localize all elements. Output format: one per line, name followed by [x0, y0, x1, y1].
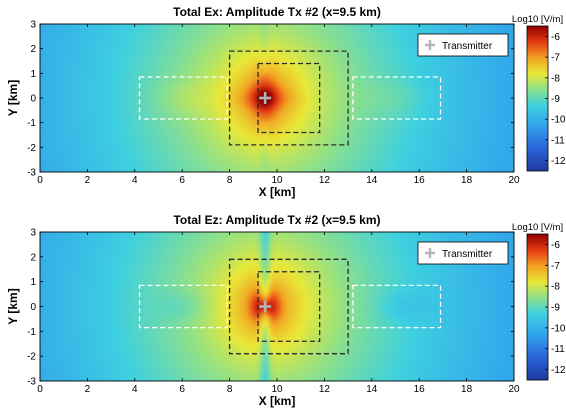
x-axis-label: X [km] — [259, 185, 296, 199]
y-axis-label: Y [km] — [6, 80, 20, 116]
chart-panel-2: Total Ez: Amplitude Tx #2 (x=9.5 km) Tran… — [6, 213, 566, 408]
y-tick-label: -2 — [27, 143, 36, 154]
survey-box-inner — [257, 271, 321, 342]
x-tick-label: 2 — [85, 384, 91, 395]
x-axis-label: X [km] — [259, 394, 296, 408]
colorbar-tick-label: -9 — [551, 303, 560, 314]
x-tick-label: 12 — [319, 384, 331, 395]
x-tick-label: 8 — [227, 175, 233, 186]
survey-box-left — [138, 76, 228, 120]
x-tick-label: 16 — [414, 384, 426, 395]
colorbar-tick-label: -8 — [551, 73, 560, 84]
legend: Transmitter — [417, 33, 509, 57]
legend: Transmitter — [417, 241, 509, 265]
x-tick-label: 10 — [271, 384, 283, 395]
legend-label: Transmitter — [442, 41, 493, 52]
y-tick-label: 0 — [30, 302, 36, 313]
x-tick-label: 14 — [366, 384, 378, 395]
colorbar-tick-label: -11 — [551, 135, 565, 146]
colorbar-tick-label: -11 — [551, 344, 565, 355]
x-tick-label: 4 — [132, 384, 138, 395]
x-tick-label: 8 — [227, 384, 233, 395]
colorbar — [526, 25, 549, 172]
survey-box-left — [138, 284, 228, 329]
y-tick-label: 2 — [30, 44, 36, 55]
y-tick-label: 0 — [30, 94, 36, 105]
colorbar-label: Log10 [V/m] — [512, 222, 563, 233]
x-tick-label: 18 — [461, 384, 473, 395]
colorbar — [526, 233, 549, 381]
colorbar-tick-label: -10 — [551, 323, 566, 334]
x-tick-label: 6 — [179, 384, 185, 395]
x-tick-label: 6 — [179, 175, 185, 186]
x-tick-label: 20 — [508, 175, 520, 186]
colorbar-tick-label: -12 — [551, 156, 566, 167]
y-tick-label: -3 — [27, 377, 36, 388]
colorbar-tick-label: -7 — [551, 53, 560, 64]
x-tick-label: 0 — [37, 384, 43, 395]
legend-label: Transmitter — [442, 249, 493, 260]
colorbar-label: Log10 [V/m] — [512, 14, 563, 25]
y-tick-label: 3 — [30, 20, 36, 31]
colorbar-tick-label: -10 — [551, 115, 566, 126]
x-tick-label: 4 — [132, 175, 138, 186]
colorbar-tick-label: -8 — [551, 282, 560, 293]
x-tick-label: 12 — [319, 175, 331, 186]
survey-box-inner — [257, 62, 321, 134]
y-tick-label: -2 — [27, 352, 36, 363]
y-tick-label: -1 — [27, 327, 36, 338]
colorbar-tick-label: -7 — [551, 261, 560, 272]
x-tick-label: 16 — [414, 175, 426, 186]
transmitter-marker — [259, 300, 272, 313]
colorbar-tick-label: -9 — [551, 94, 560, 105]
y-tick-label: 1 — [30, 277, 36, 288]
y-tick-label: -3 — [27, 168, 36, 179]
y-tick-label: 2 — [30, 252, 36, 263]
colorbar-tick-label: -6 — [551, 240, 560, 251]
y-tick-label: 3 — [30, 228, 36, 239]
y-axis-label: Y [km] — [6, 288, 20, 324]
colorbar-tick-label: -6 — [551, 32, 560, 43]
transmitter-marker — [259, 92, 272, 104]
survey-box-right — [352, 76, 442, 120]
y-tick-label: 1 — [30, 69, 36, 80]
colorbar-tick-label: -12 — [551, 365, 566, 376]
survey-box-outer — [228, 258, 349, 355]
x-tick-label: 0 — [37, 175, 43, 186]
survey-box-outer — [228, 50, 349, 146]
x-tick-label: 18 — [461, 175, 473, 186]
chart-title: Total Ex: Amplitude Tx #2 (x=9.5 km) — [173, 5, 381, 19]
x-tick-label: 14 — [366, 175, 378, 186]
chart-title: Total Ez: Amplitude Tx #2 (x=9.5 km) — [173, 213, 380, 227]
survey-box-right — [352, 284, 442, 329]
y-tick-label: -1 — [27, 118, 36, 129]
x-tick-label: 10 — [271, 175, 283, 186]
chart-panel-1: Total Ex: Amplitude Tx #2 (x=9.5 km) Tran… — [6, 5, 566, 199]
x-tick-label: 20 — [508, 384, 520, 395]
x-tick-label: 2 — [85, 175, 91, 186]
